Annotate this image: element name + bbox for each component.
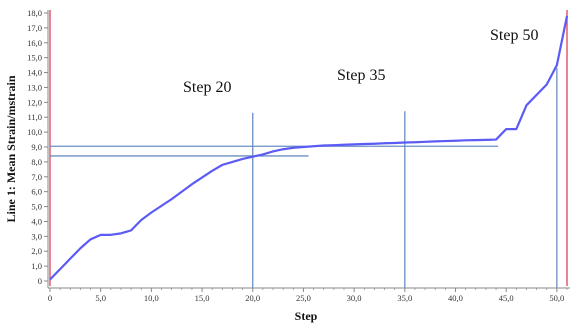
y-axis-title: Line 1: Mean Strain/mstrain bbox=[4, 75, 18, 222]
y-tick-label: 6,0 bbox=[31, 187, 42, 197]
x-axis-title: Step bbox=[295, 309, 318, 323]
y-tick-label: 7,0 bbox=[31, 172, 42, 182]
x-tick-label: 50,0 bbox=[549, 293, 564, 303]
y-tick-label: 2,0 bbox=[31, 246, 42, 256]
y-tick-label: 18,0 bbox=[27, 8, 42, 18]
y-tick-label: 13,0 bbox=[27, 82, 42, 92]
y-tick-label: 12,0 bbox=[27, 97, 42, 107]
x-tick-label: 10,0 bbox=[144, 293, 159, 303]
y-tick-label: 0 bbox=[38, 276, 42, 286]
reference-lines bbox=[49, 10, 568, 288]
y-tick-label: 1,0 bbox=[31, 261, 42, 271]
annotation-step-35: Step 35 bbox=[337, 67, 385, 84]
series-line bbox=[49, 15, 569, 281]
y-tick-label: 11,0 bbox=[27, 112, 42, 122]
y-tick-label: 10,0 bbox=[27, 127, 42, 137]
x-tick-label: 0 bbox=[48, 293, 52, 303]
x-tick-label: 15,0 bbox=[195, 293, 210, 303]
tick-labels: 0 1,0 2,0 3,0 4,0 5,0 6,0 7,0 8,0 9,0 10,0 11,0 12,0… bbox=[27, 8, 568, 303]
x-tick-label: 35,0 bbox=[397, 293, 412, 303]
x-tick-label: 25,0 bbox=[296, 293, 311, 303]
y-tick-label: 17,0 bbox=[27, 23, 42, 33]
x-tick-label: 45,0 bbox=[499, 293, 514, 303]
x-tick-label: 40,0 bbox=[448, 293, 463, 303]
x-tick-label: 5,0 bbox=[95, 293, 106, 303]
y-tick-label: 16,0 bbox=[27, 38, 42, 48]
y-tick-label: 9,0 bbox=[31, 142, 42, 152]
y-tick-label: 5,0 bbox=[31, 202, 42, 212]
x-tick-label: 20,0 bbox=[245, 293, 260, 303]
y-tick-label: 4,0 bbox=[31, 216, 42, 226]
annotation-step-50: Step 50 bbox=[490, 27, 538, 44]
y-tick-label: 8,0 bbox=[31, 157, 42, 167]
y-tick-label: 14,0 bbox=[27, 68, 42, 78]
annotation-step-20: Step 20 bbox=[183, 79, 231, 96]
y-tick-label: 15,0 bbox=[27, 53, 42, 63]
y-tick-label: 3,0 bbox=[31, 231, 42, 241]
axes bbox=[47, 10, 570, 289]
x-tick-label: 30,0 bbox=[347, 293, 362, 303]
series-layer bbox=[49, 15, 569, 281]
